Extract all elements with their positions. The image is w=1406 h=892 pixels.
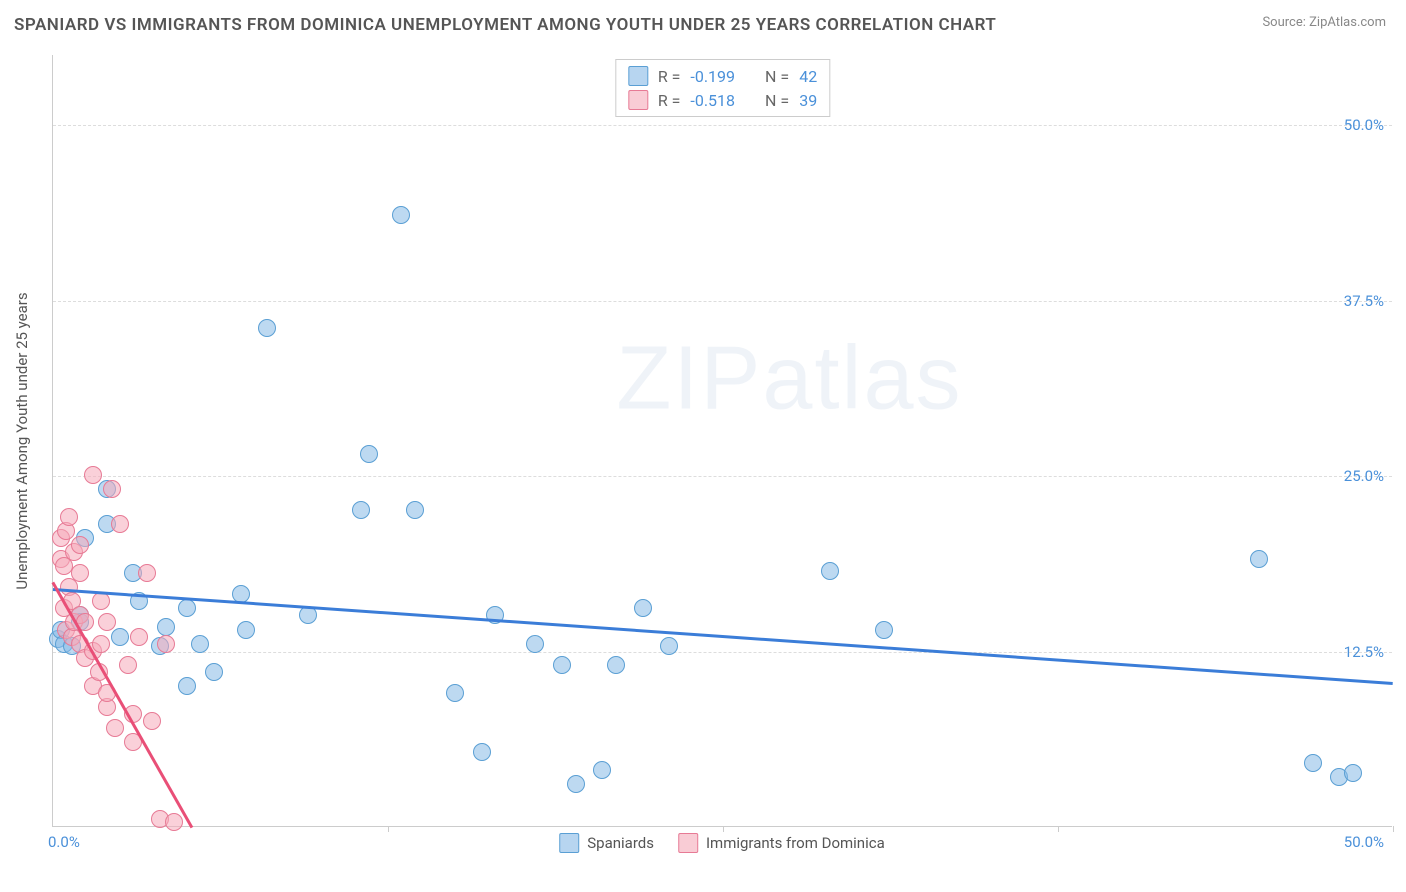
gridline <box>53 301 1392 302</box>
r-label: R = <box>658 91 681 110</box>
data-point[interactable] <box>634 599 652 617</box>
data-point[interactable] <box>157 635 175 653</box>
x-axis-max-label: 50.0% <box>1344 833 1384 851</box>
y-axis-label: Unemployment Among Youth under 25 years <box>13 292 31 589</box>
legend-item-spaniards: Spaniards <box>559 833 654 853</box>
data-point[interactable] <box>1250 550 1268 568</box>
x-tick <box>388 826 389 832</box>
y-tick-label: 50.0% <box>1344 116 1384 134</box>
data-point[interactable] <box>821 562 839 580</box>
data-point[interactable] <box>165 813 183 831</box>
data-point[interactable] <box>157 618 175 636</box>
watermark: ZIPatlas <box>616 327 962 430</box>
data-point[interactable] <box>593 761 611 779</box>
data-point[interactable] <box>392 206 410 224</box>
data-point[interactable] <box>111 515 129 533</box>
y-tick-label: 37.5% <box>1344 292 1384 310</box>
legend-label-spaniards: Spaniards <box>587 834 654 852</box>
x-tick <box>1058 826 1059 832</box>
swatch-pink-icon <box>678 833 698 853</box>
data-point[interactable] <box>98 613 116 631</box>
data-point[interactable] <box>71 536 89 554</box>
data-point[interactable] <box>660 637 678 655</box>
data-point[interactable] <box>71 564 89 582</box>
data-point[interactable] <box>875 621 893 639</box>
data-point[interactable] <box>446 684 464 702</box>
data-point[interactable] <box>103 480 121 498</box>
correlation-stats-box: R = -0.199 N = 42 R = -0.518 N = 39 <box>615 59 830 117</box>
data-point[interactable] <box>607 656 625 674</box>
data-point[interactable] <box>92 635 110 653</box>
data-point[interactable] <box>473 743 491 761</box>
data-point[interactable] <box>60 508 78 526</box>
data-point[interactable] <box>360 445 378 463</box>
data-point[interactable] <box>553 656 571 674</box>
data-point[interactable] <box>119 656 137 674</box>
stats-row-spaniards: R = -0.199 N = 42 <box>628 64 817 88</box>
swatch-blue-icon <box>628 66 648 86</box>
data-point[interactable] <box>111 628 129 646</box>
data-point[interactable] <box>352 501 370 519</box>
n-value-immigrants: 39 <box>799 91 817 110</box>
source-link[interactable]: ZipAtlas.com <box>1309 15 1386 30</box>
n-label: N = <box>765 67 789 86</box>
data-point[interactable] <box>106 719 124 737</box>
gridline <box>53 652 1392 653</box>
watermark-thin: atlas <box>762 328 962 428</box>
data-point[interactable] <box>237 621 255 639</box>
y-tick-label: 12.5% <box>1344 643 1384 661</box>
data-point[interactable] <box>567 775 585 793</box>
data-point[interactable] <box>143 712 161 730</box>
gridline <box>53 476 1392 477</box>
trendline <box>53 588 1393 685</box>
swatch-blue-icon <box>559 833 579 853</box>
data-point[interactable] <box>191 635 209 653</box>
r-value-spaniards: -0.199 <box>690 67 735 86</box>
x-tick <box>723 826 724 832</box>
plot-region: ZIPatlas R = -0.199 N = 42 R = -0.518 N … <box>52 55 1392 827</box>
stats-row-immigrants: R = -0.518 N = 39 <box>628 88 817 112</box>
data-point[interactable] <box>178 599 196 617</box>
data-point[interactable] <box>258 319 276 337</box>
trendline <box>52 582 194 829</box>
n-label: N = <box>765 91 789 110</box>
data-point[interactable] <box>1304 754 1322 772</box>
data-point[interactable] <box>92 592 110 610</box>
legend-item-immigrants: Immigrants from Dominica <box>678 833 885 853</box>
watermark-bold: ZIP <box>616 328 762 428</box>
data-point[interactable] <box>526 635 544 653</box>
data-point[interactable] <box>299 606 317 624</box>
bottom-legend: Spaniards Immigrants from Dominica <box>559 833 885 853</box>
data-point[interactable] <box>1344 764 1362 782</box>
data-point[interactable] <box>406 501 424 519</box>
source-label: Source: <box>1262 15 1305 30</box>
r-label: R = <box>658 67 681 86</box>
chart-area: Unemployment Among Youth under 25 years … <box>52 55 1392 827</box>
data-point[interactable] <box>130 628 148 646</box>
chart-title: SPANIARD VS IMMIGRANTS FROM DOMINICA UNE… <box>14 15 996 35</box>
data-point[interactable] <box>178 677 196 695</box>
data-point[interactable] <box>84 466 102 484</box>
n-value-spaniards: 42 <box>799 67 817 86</box>
x-axis-origin-label: 0.0% <box>48 833 80 851</box>
r-value-immigrants: -0.518 <box>690 91 735 110</box>
gridline <box>53 125 1392 126</box>
source-attribution: Source: ZipAtlas.com <box>1262 15 1386 30</box>
data-point[interactable] <box>138 564 156 582</box>
x-tick <box>1393 826 1394 832</box>
legend-label-immigrants: Immigrants from Dominica <box>706 834 885 852</box>
swatch-pink-icon <box>628 90 648 110</box>
data-point[interactable] <box>205 663 223 681</box>
y-tick-label: 25.0% <box>1344 467 1384 485</box>
